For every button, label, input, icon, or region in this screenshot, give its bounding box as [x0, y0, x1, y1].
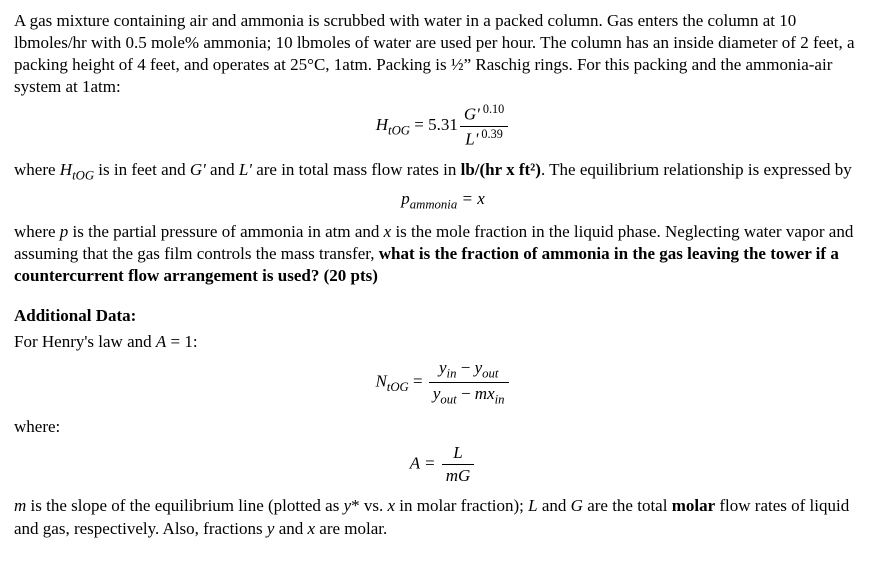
ntog-num-minus: −	[456, 358, 474, 377]
p5b: is the slope of the equilibrium line (pl…	[26, 496, 343, 515]
ntog-lhs-sub: tOG	[387, 380, 409, 394]
after-eq1-paragraph: where HtOG is in feet and G' and L' are …	[14, 159, 872, 184]
p5n: and	[274, 519, 307, 538]
htog-num-base: G'	[464, 105, 480, 124]
ntog-lhs-base: N	[375, 372, 386, 391]
pamm-lhs-base: p	[401, 189, 410, 208]
problem-body: A gas mixture containing air and ammonia…	[0, 0, 886, 564]
p2i: . The equilibrium relationship is expres…	[541, 160, 852, 179]
question-paragraph: where p is the partial pressure of ammon…	[14, 221, 872, 287]
p2c: is in feet and	[94, 160, 190, 179]
p2h: lb/(hr x ft²)	[461, 160, 541, 179]
final-paragraph: m is the slope of the equilibrium line (…	[14, 495, 872, 539]
ntog-den-mx: mx	[475, 384, 495, 403]
p2b: H	[60, 160, 72, 179]
a-den: mG	[442, 465, 475, 487]
p3b: p	[60, 222, 69, 241]
pamm-lhs-sub: ammonia	[410, 197, 457, 211]
p2d: G'	[190, 160, 206, 179]
p5d: * vs.	[351, 496, 387, 515]
ntog-den-minus: −	[457, 384, 475, 403]
ntog-fraction: yin − yout yout − mxin	[429, 357, 509, 408]
htog-num-sup: 0.10	[480, 102, 504, 116]
p3c: is the partial pressure of ammonia in at…	[68, 222, 383, 241]
p5p: are molar.	[315, 519, 387, 538]
a-num: L	[442, 442, 475, 465]
p4c: = 1:	[166, 332, 197, 351]
p4a: For Henry's law and	[14, 332, 156, 351]
pamm-rhs: = x	[457, 189, 485, 208]
p5f: in molar fraction);	[395, 496, 528, 515]
equation-pammonia: pammonia = x	[14, 188, 872, 213]
p5k: molar	[672, 496, 715, 515]
htog-fraction: G' 0.10 L' 0.39	[460, 102, 508, 151]
ntog-num-out: out	[482, 367, 498, 381]
htog-eq-const: = 5.31	[410, 116, 458, 135]
p2a: where	[14, 160, 60, 179]
ntog-den-out: out	[440, 393, 456, 407]
p2g: are in total mass flow rates in	[252, 160, 461, 179]
p5h: and	[538, 496, 571, 515]
htog-den-base: L'	[465, 130, 478, 149]
p5g: L	[528, 496, 537, 515]
p4b: A	[156, 332, 166, 351]
p5c: y	[344, 496, 352, 515]
a-lhs: A =	[410, 454, 440, 473]
a-fraction: L mG	[442, 442, 475, 487]
p2f: L'	[239, 160, 252, 179]
p3a: where	[14, 222, 60, 241]
htog-lhs-base: H	[376, 116, 388, 135]
ntog-num-in: in	[447, 367, 457, 381]
ntog-den-in: in	[495, 393, 505, 407]
p5i: G	[571, 496, 583, 515]
equation-ntog: NtOG = yin − yout yout − mxin	[14, 357, 872, 408]
where-label: where:	[14, 416, 872, 438]
henry-law-line: For Henry's law and A = 1:	[14, 331, 872, 353]
p2b-sub: tOG	[72, 168, 94, 182]
p5e: x	[387, 496, 395, 515]
ntog-num-y1: y	[439, 358, 447, 377]
htog-den-sup: 0.39	[478, 127, 502, 141]
intro-paragraph: A gas mixture containing air and ammonia…	[14, 10, 872, 98]
p5a: m	[14, 496, 26, 515]
p2e: and	[206, 160, 239, 179]
additional-data-heading: Additional Data:	[14, 305, 872, 327]
equation-a: A = L mG	[14, 442, 872, 487]
p5o: x	[307, 519, 315, 538]
p5j: are the total	[583, 496, 672, 515]
equation-htog: HtOG = 5.31 G' 0.10 L' 0.39	[14, 102, 872, 151]
ntog-num-y2: y	[475, 358, 483, 377]
ntog-eq: =	[409, 372, 427, 391]
htog-lhs-sub: tOG	[388, 124, 410, 138]
